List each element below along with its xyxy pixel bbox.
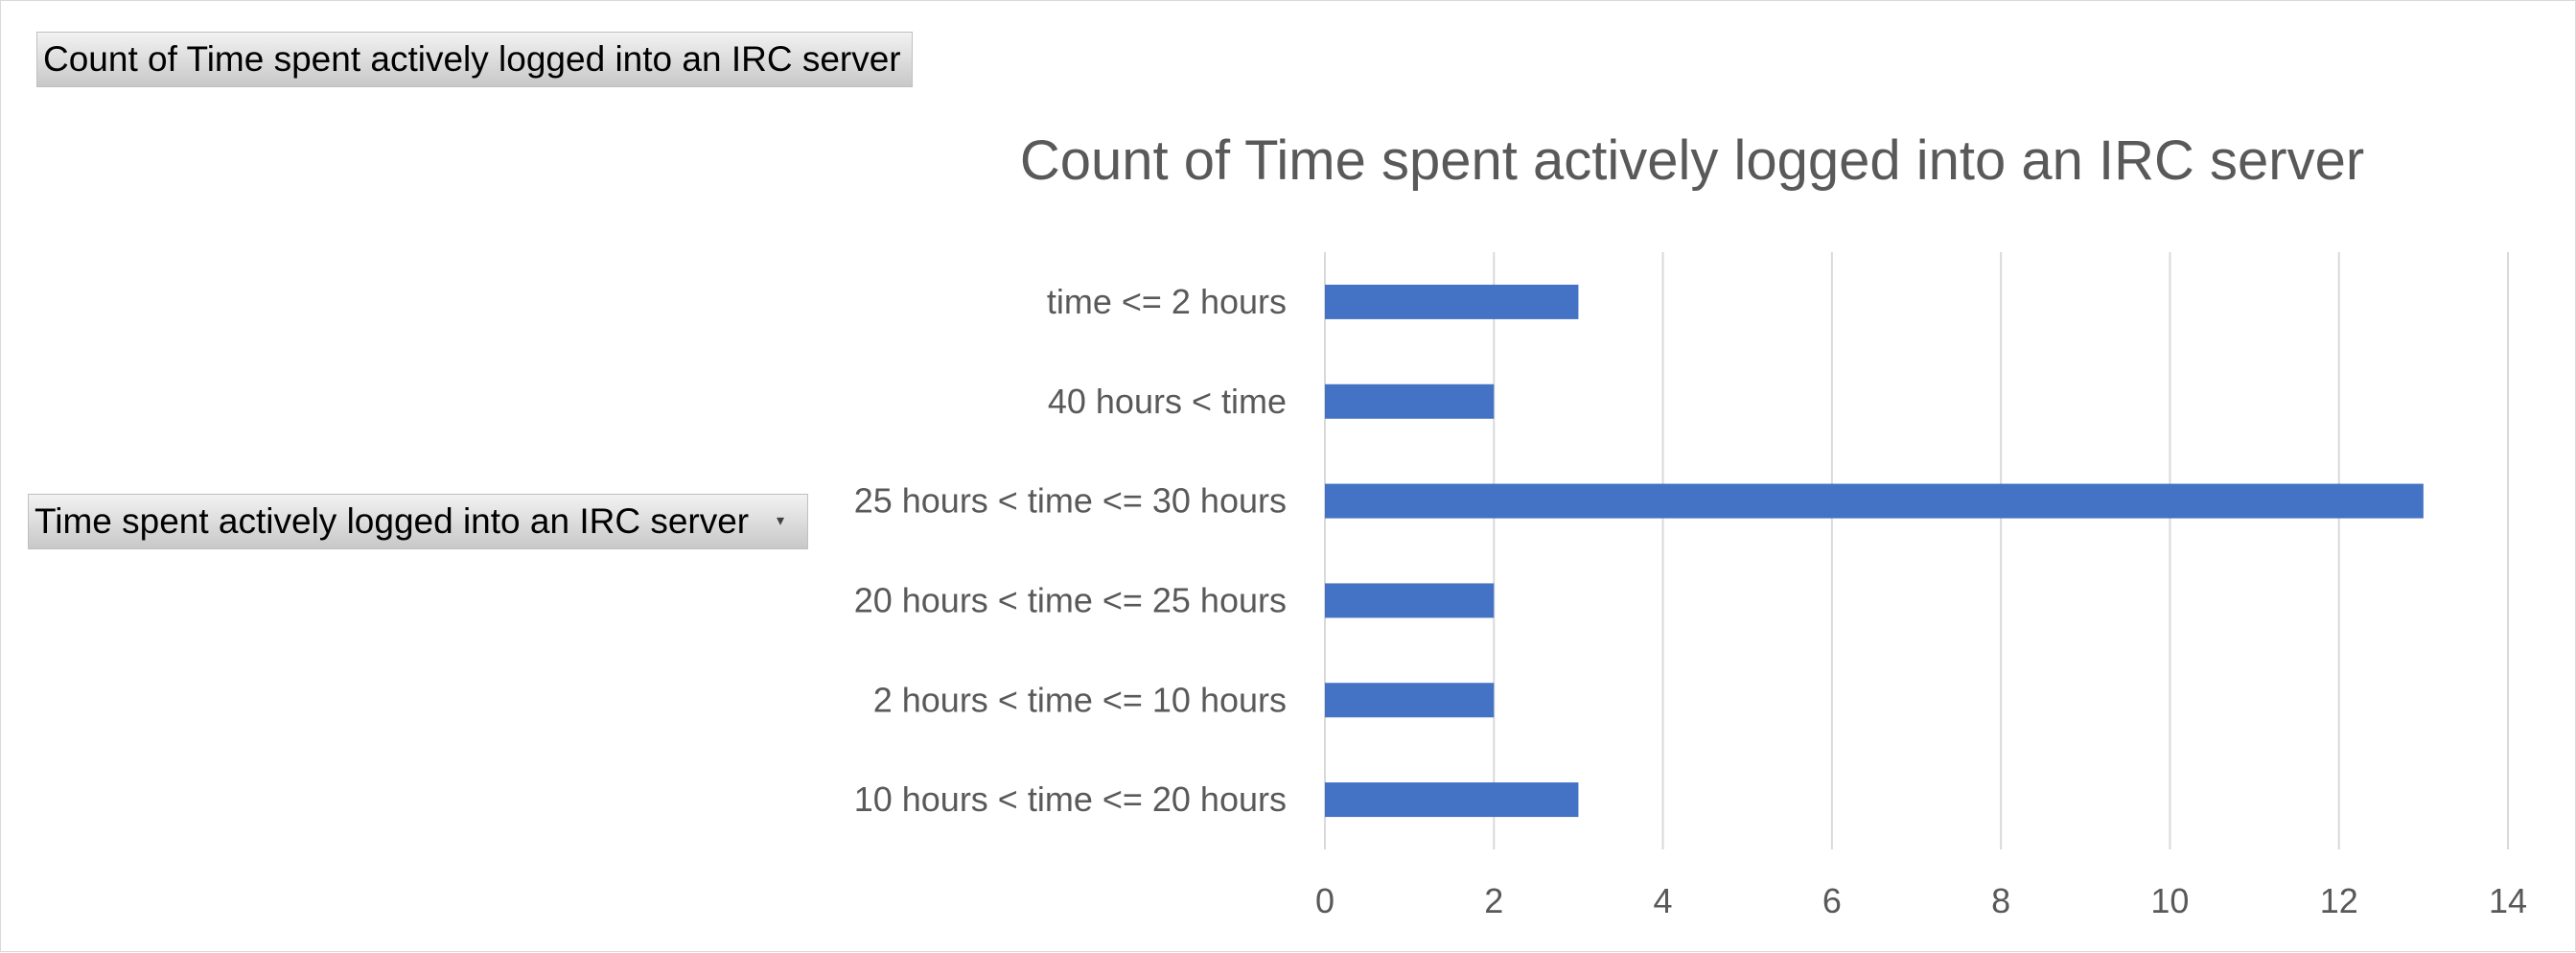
x-tick-label: 0	[1315, 881, 1334, 920]
chart-title: Count of Time spent actively logged into…	[1020, 129, 2364, 192]
category-labels: time <= 2 hours 40 hours < time 25 hours <…	[854, 282, 1287, 819]
x-tick-label: 8	[1991, 881, 2010, 920]
x-tick-label: 2	[1484, 881, 1503, 920]
bars	[1325, 284, 2424, 818]
category-label: time <= 2 hours	[1047, 282, 1287, 321]
axis-field-button[interactable]: Time spent actively logged into an IRC s…	[28, 494, 808, 549]
gridlines	[1324, 252, 2509, 849]
axis-field-label: Time spent actively logged into an IRC s…	[35, 501, 750, 541]
dropdown-arrow-icon[interactable]: ▾	[776, 513, 784, 529]
values-field-button[interactable]: Count of Time spent actively logged into…	[36, 32, 913, 87]
bar[interactable]	[1325, 782, 1579, 818]
category-label: 40 hours < time	[1048, 382, 1287, 421]
bar[interactable]	[1325, 284, 1579, 319]
bar[interactable]	[1325, 384, 1495, 419]
values-field-label: Count of Time spent actively logged into…	[43, 39, 901, 79]
bar[interactable]	[1325, 583, 1495, 618]
x-tick-label: 10	[2150, 881, 2189, 920]
category-label: 2 hours < time <= 10 hours	[873, 680, 1287, 719]
category-label: 10 hours < time <= 20 hours	[854, 779, 1287, 819]
category-label: 25 hours < time <= 30 hours	[854, 481, 1287, 521]
bar[interactable]	[1325, 683, 1495, 718]
x-tick-label: 6	[1822, 881, 1842, 920]
x-tick-label: 14	[2489, 881, 2527, 920]
x-tick-label: 4	[1654, 881, 1673, 920]
category-label: 20 hours < time <= 25 hours	[854, 580, 1287, 619]
value-tick-labels: 0 2 4 6 8 10 12 14	[1315, 881, 2527, 920]
x-tick-label: 12	[2320, 881, 2358, 920]
bar[interactable]	[1325, 483, 2424, 519]
